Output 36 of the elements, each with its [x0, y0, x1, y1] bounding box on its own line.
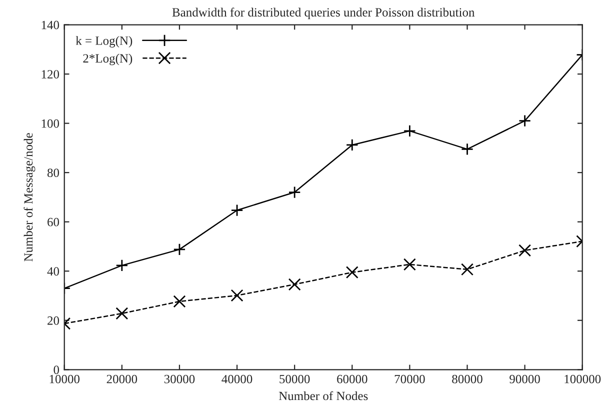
y-tick-label: 80	[47, 168, 60, 178]
y-tick-label: 60	[48, 218, 60, 226]
x-tick-label: 80000	[452, 374, 482, 384]
point	[173, 295, 186, 308]
x-tick-label: 70000	[394, 374, 425, 384]
point	[230, 204, 244, 217]
point	[460, 263, 474, 276]
x-tick-label: 30000	[164, 374, 195, 384]
x-tick-label: 100000	[564, 374, 601, 384]
y-axis-title: Number of Message/node	[24, 133, 36, 262]
x-tick-label: 60000	[337, 374, 368, 384]
point	[173, 243, 186, 256]
point	[518, 244, 532, 257]
legend-label: 2*Log(N)	[83, 54, 132, 66]
legend-label: k = Log(N)	[76, 36, 132, 48]
y-tick-label: 20	[48, 316, 60, 325]
x-tick-label: 20000	[106, 374, 138, 384]
point	[116, 259, 128, 272]
y-tick-label: 0	[54, 366, 60, 374]
point	[288, 186, 301, 199]
point	[288, 278, 301, 291]
point	[346, 138, 358, 152]
y-tick-label: 40	[47, 267, 60, 276]
x-tick-label: 50000	[280, 374, 310, 384]
x-axis-title: Number of Nodes	[278, 391, 368, 400]
x-tick-label: 10000	[50, 374, 80, 384]
y-tick-label: 140	[42, 20, 60, 30]
chart-title: Bandwidth for distributed queries under Poisson distribution	[172, 8, 475, 20]
y-tick-label: 120	[42, 70, 60, 79]
x-tick-label: 90000	[510, 374, 540, 384]
point	[403, 258, 416, 271]
point	[230, 289, 244, 302]
y-tick-label: 100	[42, 119, 60, 128]
x-tick-label: 40000	[222, 374, 252, 384]
point	[116, 307, 128, 320]
point	[346, 266, 358, 279]
